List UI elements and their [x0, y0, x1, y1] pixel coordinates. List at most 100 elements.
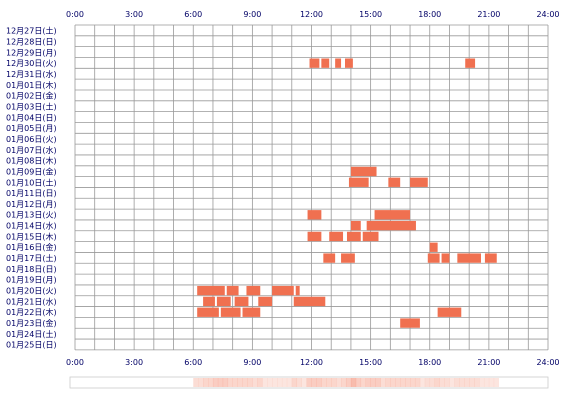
timeline-slot — [193, 378, 199, 387]
row-label: 01月14日(水) — [6, 221, 57, 231]
activity-bar-2 — [335, 58, 342, 68]
activity-bar-28 — [295, 285, 300, 296]
activity-bar-14 — [329, 231, 344, 242]
activity-bar-12 — [366, 220, 416, 231]
x-tick-label-bottom: 12:00 — [300, 358, 323, 367]
timeline-slot — [316, 378, 322, 387]
row-label: 12月27日(土) — [6, 26, 57, 36]
x-tick-label-bottom: 6:00 — [184, 358, 202, 367]
timeline-slot — [281, 378, 288, 387]
timeline-slot — [301, 378, 307, 387]
x-tick-label-top: 9:00 — [243, 10, 261, 19]
activity-bar-1 — [321, 58, 330, 68]
x-tick-label-top: 6:00 — [184, 10, 202, 19]
x-tick-label-top: 21:00 — [477, 10, 500, 19]
row-label: 01月05日(月) — [6, 124, 57, 133]
row-label: 01月23日(金) — [6, 318, 57, 328]
timeline-slot — [277, 378, 283, 387]
summary-timeline — [69, 376, 549, 389]
activity-bar-8 — [410, 177, 428, 187]
timeline-slot — [434, 378, 440, 387]
x-tick-label-top: 15:00 — [359, 10, 382, 19]
row-label: 01月24日(土) — [6, 329, 57, 339]
row-label: 01月11日(日) — [6, 189, 57, 198]
timeline-slot — [306, 378, 312, 387]
activity-bar-21 — [441, 253, 450, 263]
activity-bar-26 — [246, 285, 261, 296]
activity-bar-9 — [307, 210, 322, 220]
timeline-slot — [242, 378, 248, 387]
activity-bar-10 — [374, 210, 411, 220]
activity-bar-36 — [242, 307, 261, 317]
timeline-slot — [444, 378, 450, 387]
timeline-slot — [469, 378, 475, 387]
row-label: 12月29日(月) — [6, 48, 57, 57]
activity-bar-29 — [203, 296, 215, 307]
timeline-slot — [247, 378, 253, 387]
activity-bars — [197, 58, 497, 328]
row-label: 12月30日(火) — [6, 59, 57, 68]
activity-bar-13 — [307, 231, 322, 242]
timeline-slot — [212, 378, 219, 387]
row-label: 01月07日(水) — [6, 145, 57, 155]
x-tick-label-top: 18:00 — [418, 10, 441, 19]
activity-bar-16 — [362, 231, 379, 242]
activity-bar-4 — [465, 58, 476, 68]
timeline-slot — [474, 378, 480, 387]
row-label: 01月08日(木) — [6, 156, 57, 166]
timeline-slot — [331, 378, 337, 387]
row-label: 01月20日(火) — [6, 287, 57, 296]
timeline-slot — [341, 378, 347, 387]
activity-bar-32 — [258, 296, 273, 307]
timeline-slot — [355, 378, 362, 387]
activity-bar-30 — [216, 296, 231, 307]
row-label: 12月31日(水) — [6, 69, 57, 79]
timeline-slot — [222, 378, 229, 387]
x-tick-label-bottom: 9:00 — [243, 358, 261, 367]
row-label: 01月21日(水) — [6, 296, 57, 306]
timeline-slot — [410, 378, 416, 387]
timeline-slot — [227, 378, 233, 387]
timeline-slot — [252, 378, 258, 387]
timeline-slot — [232, 378, 238, 387]
activity-bar-0 — [309, 58, 320, 68]
row-label: 01月01日(木) — [6, 80, 57, 90]
activity-bar-25 — [226, 285, 239, 296]
timeline-slot — [375, 378, 381, 387]
timeline-slot — [296, 378, 302, 387]
row-label: 01月18日(日) — [6, 265, 57, 274]
activity-bar-6 — [348, 177, 369, 187]
activity-bar-5 — [350, 166, 377, 177]
timeline-slot — [370, 378, 376, 387]
timeline-slot — [262, 378, 268, 387]
activity-bar-15 — [346, 231, 361, 242]
row-label: 01月04日(日) — [6, 113, 57, 122]
row-label: 01月02日(金) — [6, 91, 57, 101]
activity-bar-37 — [437, 307, 462, 317]
timeline-slot — [267, 378, 273, 387]
timeline-slot — [483, 378, 490, 387]
timeline-slot — [365, 378, 371, 387]
x-tick-label-bottom: 15:00 — [359, 358, 382, 367]
timeline-slot — [459, 378, 465, 387]
row-label: 01月15日(木) — [6, 231, 57, 241]
timeline-slot — [198, 378, 204, 387]
row-label: 01月19日(月) — [6, 276, 57, 285]
x-tick-label-top: 24:00 — [536, 10, 559, 19]
timeline-slot — [360, 378, 366, 387]
timeline-slot — [208, 378, 214, 387]
row-label: 01月13日(火) — [6, 211, 57, 220]
activity-bar-38 — [400, 318, 420, 328]
x-tick-label-top: 12:00 — [300, 10, 323, 19]
row-label: 01月22日(木) — [6, 307, 57, 317]
activity-bar-18 — [323, 253, 336, 263]
row-label: 01月10日(土) — [6, 177, 57, 187]
activity-bar-20 — [427, 253, 440, 263]
timeline-slot — [400, 378, 406, 387]
activity-bar-11 — [350, 220, 361, 231]
timeline-slot — [479, 378, 485, 387]
timeline-slot — [350, 378, 357, 387]
row-label: 01月16日(金) — [6, 242, 57, 252]
activity-bar-23 — [484, 253, 497, 263]
